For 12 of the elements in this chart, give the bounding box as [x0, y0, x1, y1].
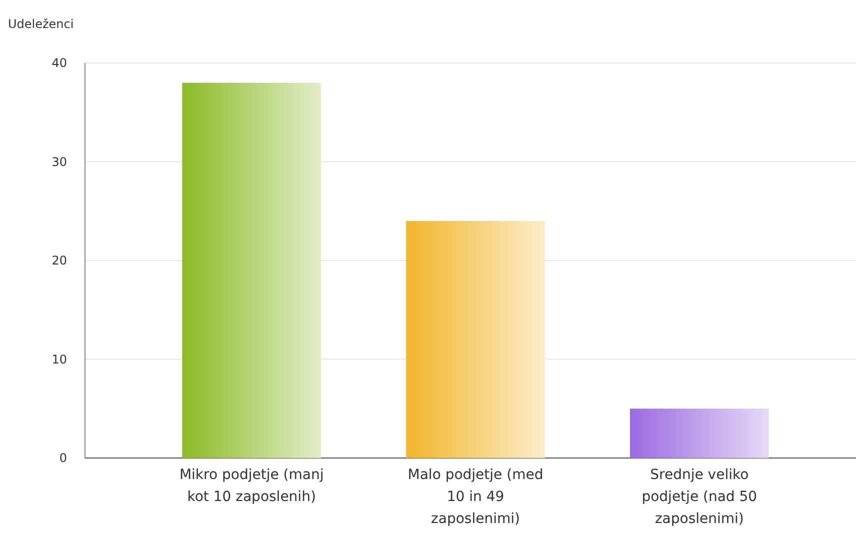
x-tick-label: Malo podjetje (med 10 in 49 zaposlenimi) [408, 467, 544, 527]
x-tick-label: Srednje veliko podjetje (nad 50 zaposlenimi) [642, 467, 758, 527]
y-tick-label: 30 [52, 154, 67, 169]
y-tick-label: 40 [52, 56, 67, 70]
bar [182, 82, 321, 458]
bar [630, 408, 769, 458]
y-tick-label: 20 [52, 254, 67, 268]
y-tick-label: 0 [59, 451, 67, 465]
y-tick-label: 10 [52, 352, 67, 366]
bar [406, 221, 545, 458]
y-axis-title: Udeleženci [8, 17, 74, 31]
x-tick-label: Mikro podjetje (manj kot 10 zaposlenih) [179, 467, 324, 505]
